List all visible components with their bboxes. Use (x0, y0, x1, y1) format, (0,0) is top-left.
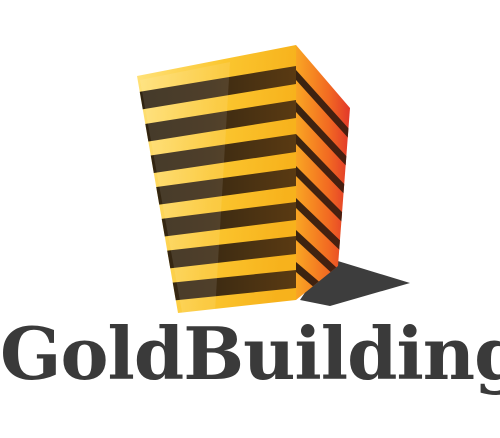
building-front-stripes (137, 66, 296, 306)
brand-wordmark: GoldBuilding (0, 311, 500, 396)
building-side-face (296, 45, 350, 300)
